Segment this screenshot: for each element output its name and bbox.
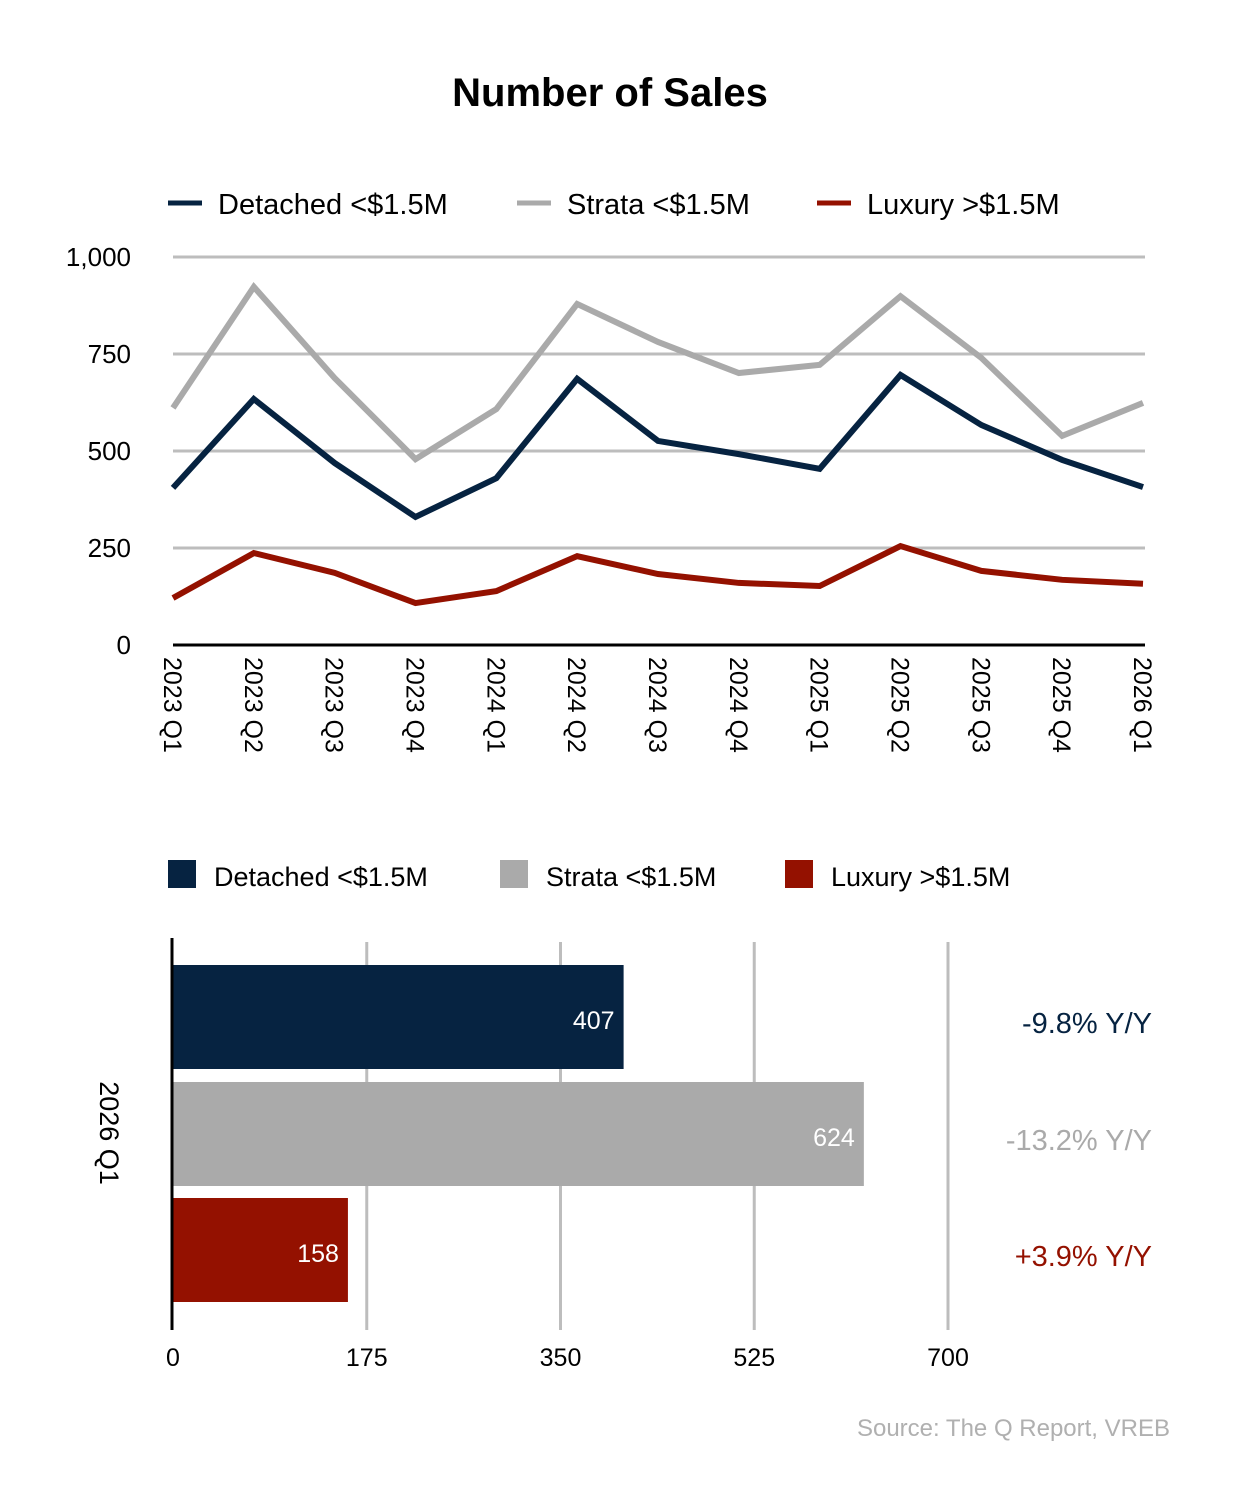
legend-label: Detached <$1.5M — [214, 862, 428, 892]
bar-detached — [173, 965, 624, 1069]
legend-swatch — [168, 860, 196, 888]
legend-label: Strata <$1.5M — [567, 189, 750, 221]
category-label: 2026 Q1 — [94, 1081, 124, 1185]
x-tick-label: 2025 Q4 — [1047, 657, 1075, 753]
y-tick-label: 750 — [88, 339, 131, 369]
legend-swatch — [500, 860, 528, 888]
y-tick-label: 250 — [88, 533, 131, 563]
legend-label: Luxury >$1.5M — [867, 189, 1060, 221]
x-tick-label: 350 — [540, 1344, 582, 1372]
x-tick-label: 2026 Q1 — [1128, 657, 1156, 753]
bar-value-label: 158 — [297, 1240, 339, 1268]
legend-swatch — [785, 860, 813, 888]
x-tick-label: 2025 Q1 — [805, 657, 833, 753]
series-line-detached — [170, 371, 1144, 521]
x-tick-label: 2023 Q2 — [239, 657, 267, 753]
bar-strata — [173, 1082, 864, 1186]
legend-label: Detached <$1.5M — [218, 189, 448, 221]
chart-title: Number of Sales — [452, 71, 768, 115]
x-tick-label: 700 — [927, 1344, 969, 1372]
bar-luxury — [173, 1198, 348, 1302]
x-tick-label: 2024 Q4 — [724, 657, 752, 753]
x-tick-label: 2023 Q4 — [401, 657, 429, 753]
x-tick-label: 2023 Q3 — [320, 657, 348, 753]
x-tick-label: 2023 Q1 — [158, 657, 186, 753]
yoy-change-label: +3.9% Y/Y — [1015, 1241, 1152, 1273]
yoy-change-label: -13.2% Y/Y — [1006, 1125, 1152, 1157]
x-tick-label: 175 — [346, 1344, 388, 1372]
y-tick-label: 0 — [117, 630, 131, 660]
yoy-change-label: -9.8% Y/Y — [1022, 1008, 1152, 1040]
source-note: Source: The Q Report, VREB — [857, 1415, 1170, 1442]
x-tick-label: 2025 Q3 — [966, 657, 994, 753]
x-tick-label: 2024 Q1 — [481, 657, 509, 753]
y-tick-label: 1,000 — [66, 242, 131, 272]
y-tick-label: 500 — [88, 436, 131, 466]
series-line-strata — [170, 281, 1145, 463]
bar-value-label: 407 — [573, 1007, 615, 1035]
x-tick-label: 2024 Q3 — [643, 657, 671, 753]
bar-value-label: 624 — [813, 1124, 855, 1152]
legend-label: Luxury >$1.5M — [831, 862, 1010, 892]
x-tick-label: 2024 Q2 — [562, 657, 590, 753]
series-line-luxury — [171, 542, 1144, 607]
x-tick-label: 0 — [166, 1344, 180, 1372]
x-tick-label: 525 — [733, 1344, 775, 1372]
legend-label: Strata <$1.5M — [546, 862, 716, 892]
x-tick-label: 2025 Q2 — [886, 657, 914, 753]
